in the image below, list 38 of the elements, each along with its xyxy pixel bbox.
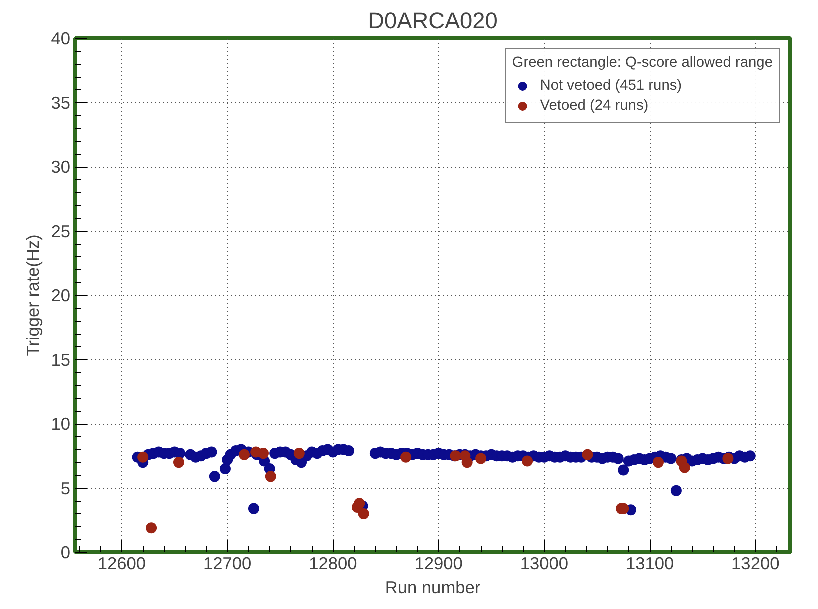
point	[582, 449, 594, 460]
point	[294, 448, 305, 460]
x-axis-title: Run number	[385, 578, 481, 598]
point	[146, 522, 158, 534]
x-tick-label: 12600	[98, 554, 146, 574]
legend-label: Vetoed (24 runs)	[540, 98, 649, 114]
point	[174, 457, 184, 468]
point	[400, 452, 412, 463]
x-tick-label: 12700	[203, 554, 252, 574]
point	[238, 449, 250, 460]
y-tick-label: 40	[51, 28, 71, 48]
x-tick-label: 13100	[626, 554, 674, 574]
legend-label: Not vetoed (451 runs)	[540, 78, 682, 94]
y-tick-label: 35	[51, 92, 71, 113]
point	[476, 453, 487, 464]
point	[258, 448, 269, 460]
x-tick-label: 13000	[520, 554, 569, 574]
point	[265, 471, 276, 482]
point	[354, 498, 366, 510]
x-tick-label: 12800	[309, 554, 358, 574]
y-tick-label: 5	[60, 478, 71, 498]
y-tick-label: 15	[51, 350, 71, 370]
x-tick-label: 12900	[414, 554, 463, 574]
point	[138, 452, 149, 463]
point	[652, 457, 664, 468]
y-tick-label: 0	[60, 542, 71, 562]
point	[679, 462, 690, 474]
point	[462, 457, 473, 468]
point	[522, 456, 534, 467]
y-tick-label: 30	[51, 157, 71, 177]
y-tick-label: 20	[51, 286, 71, 306]
y-tick-label: 25	[51, 221, 71, 242]
chart-title: D0ARCA020	[368, 8, 498, 34]
y-axis-title: Trigger rate(Hz)	[23, 234, 44, 356]
point	[358, 508, 370, 520]
x-tick-label: 13200	[732, 554, 780, 574]
legend-title: Green rectangle: Q-score allowed range	[512, 55, 773, 71]
y-tick-label: 10	[51, 414, 71, 434]
